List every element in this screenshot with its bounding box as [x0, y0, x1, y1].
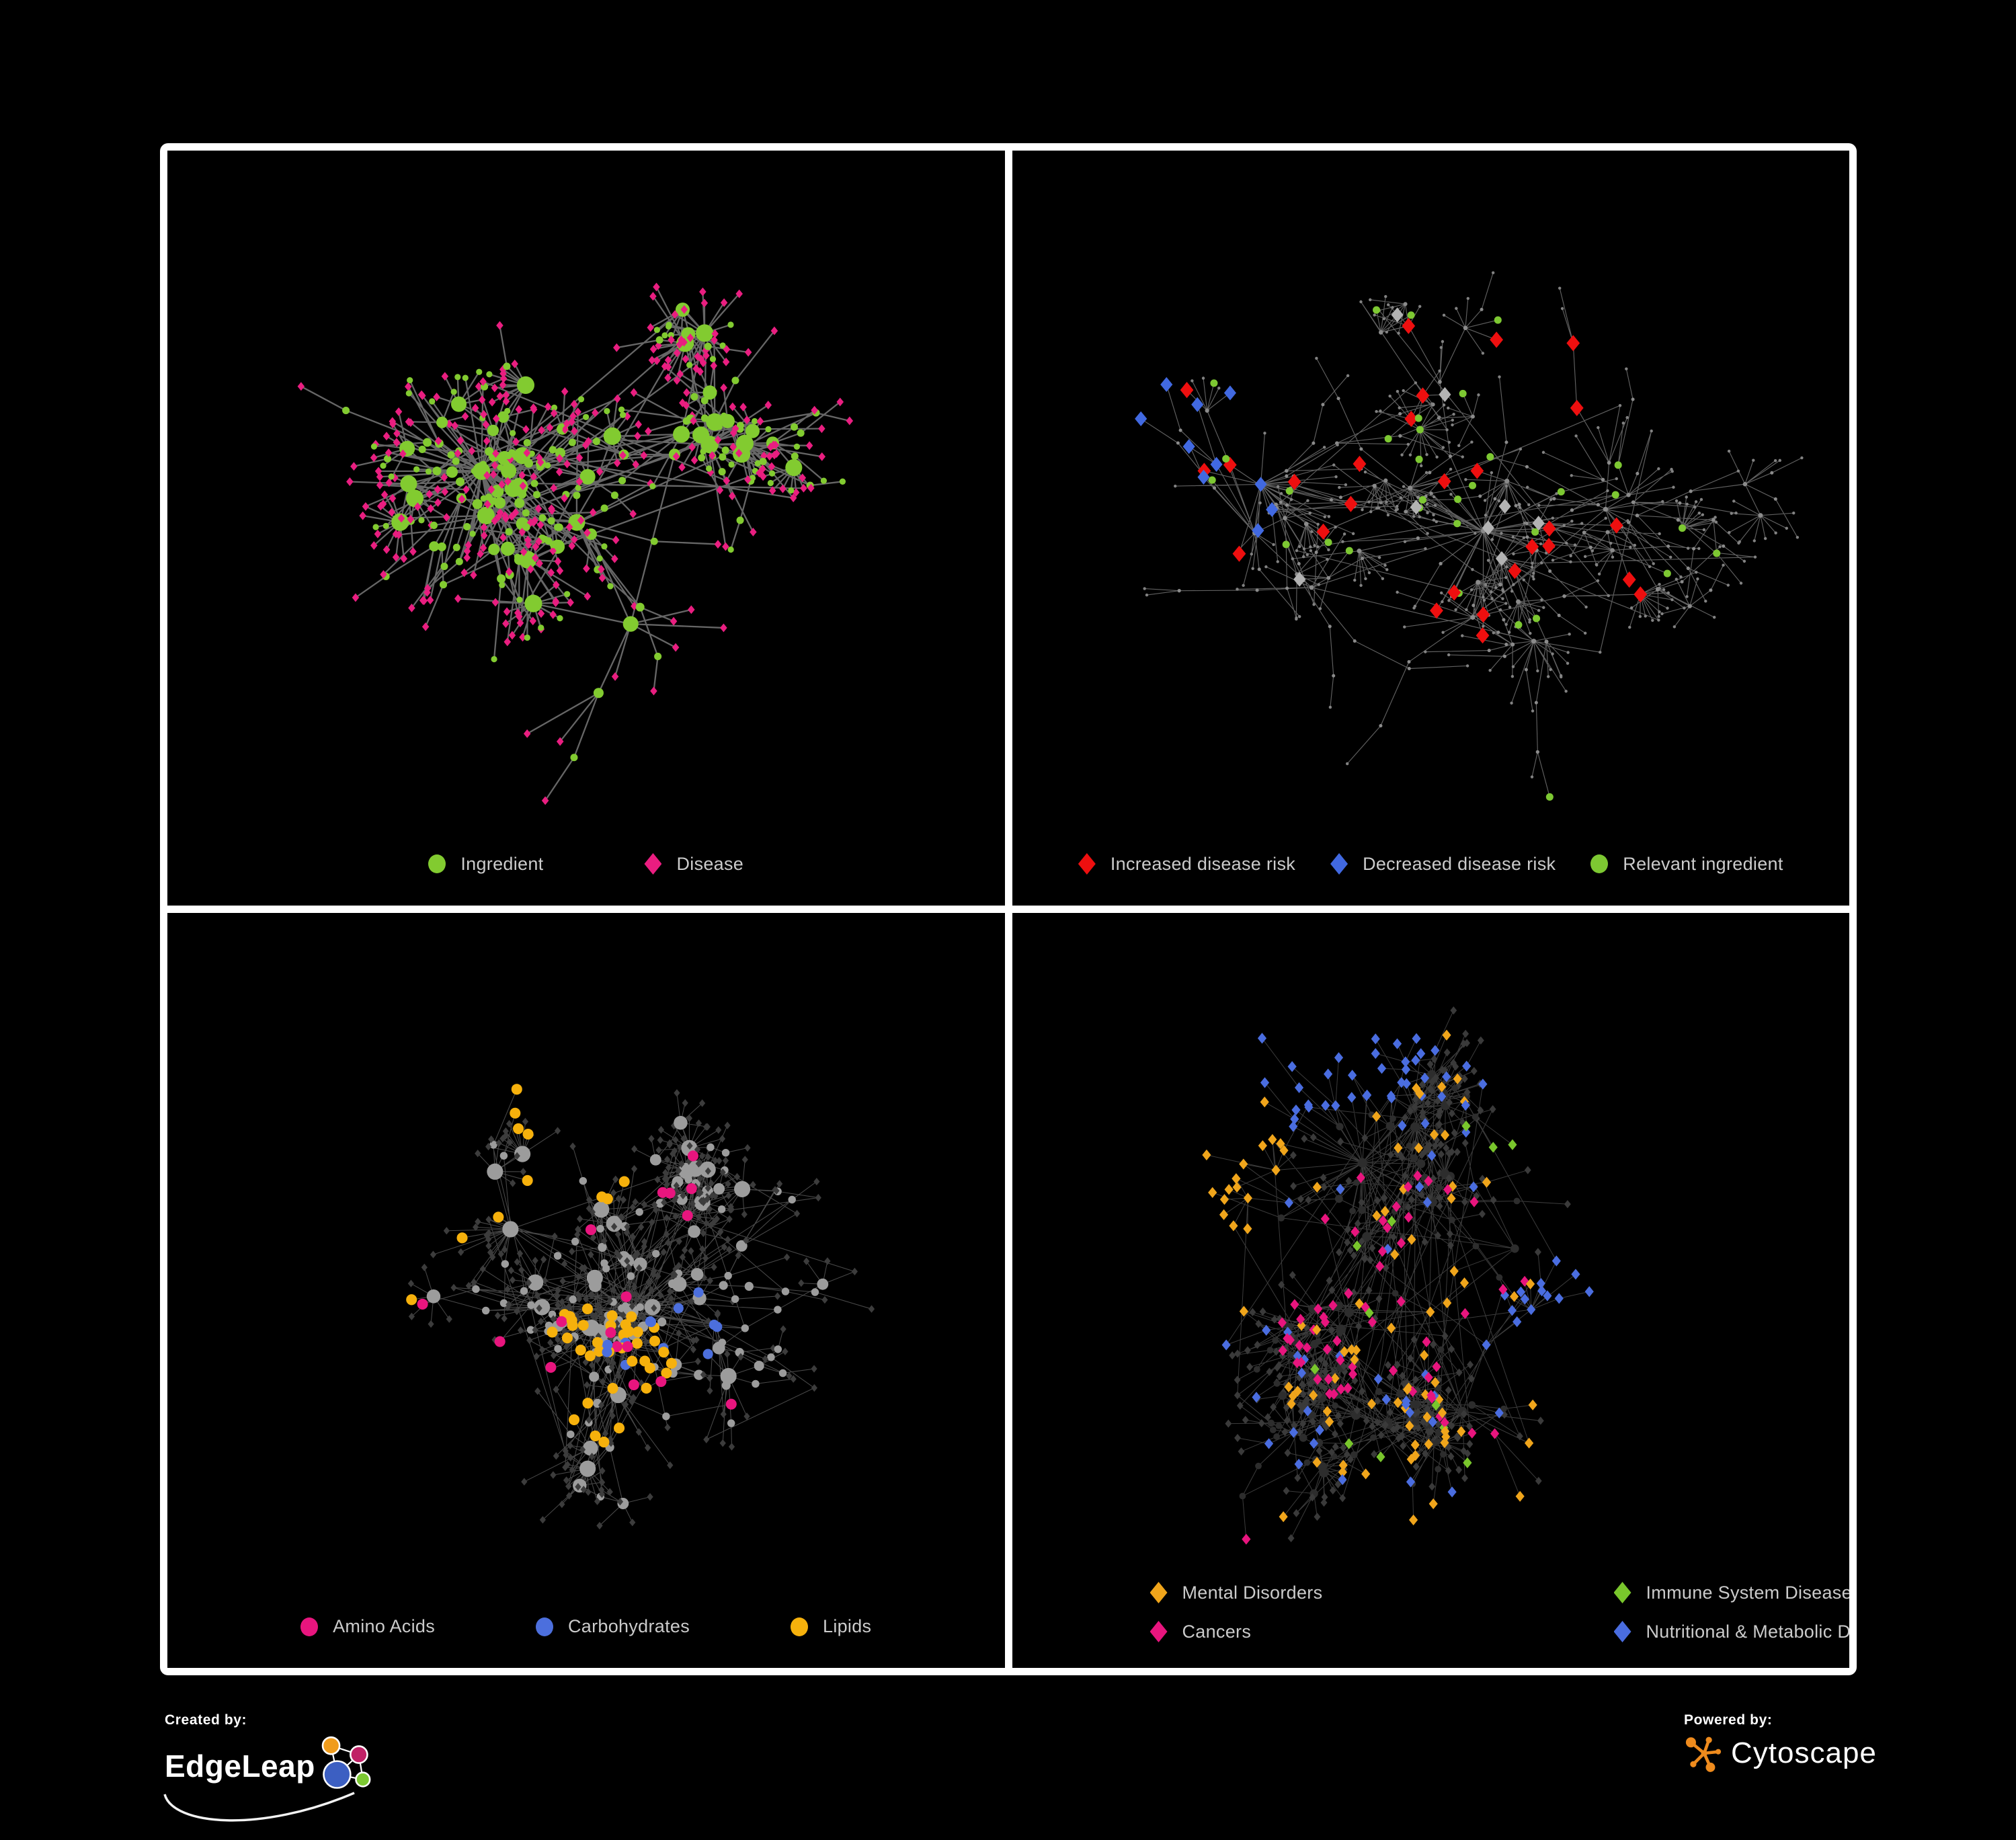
edgeleap-logo-icon [321, 1736, 371, 1789]
nutritional-metabolic-diseases-diamond-icon [1613, 1621, 1631, 1642]
network-graph-ingredient-disease [297, 282, 854, 805]
relevant-ingredient-circle-icon [1590, 854, 1609, 873]
lipids-circle-icon [791, 1617, 808, 1636]
legend-item-lipids: Lipids [791, 1616, 871, 1637]
network-graph-disease-risk [1134, 271, 1804, 801]
legend-disease-risk: Increased disease risk Decreased disease… [1012, 853, 1850, 875]
edgeleap-wordmark: EdgeLeap [165, 1749, 315, 1784]
legend-item-relevant-ingredient: Relevant ingredient [1590, 854, 1783, 875]
legend-label: Mental Disorders [1182, 1582, 1323, 1603]
legend-ingredient-disease: Ingredient Disease [167, 853, 1005, 875]
legend-label: Decreased disease risk [1363, 853, 1556, 874]
amino-acids-circle-icon [300, 1617, 319, 1636]
legend-item-immune-system-diseases: Immune System Diseases [1613, 1582, 1850, 1603]
network-graph-disease-categories [1201, 1006, 1594, 1545]
panel-ingredient-classes: Amino Acids Carbohydrates Lipids [167, 913, 1005, 1668]
created-by-label: Created by: [165, 1712, 247, 1728]
cytoscape-logo-icon [1685, 1736, 1722, 1772]
carbohydrates-circle-icon [536, 1617, 553, 1636]
powered-by-block: Powered by: Cytoscape [1684, 1712, 1877, 1773]
legend-label: Relevant ingredient [1623, 853, 1783, 874]
legend-label: Lipids [823, 1616, 872, 1636]
cytoscape-wordmark: Cytoscape [1731, 1736, 1877, 1769]
disease-diamond-icon [644, 853, 662, 875]
legend-label: Ingredient [460, 853, 544, 874]
created-by-block: Created by: EdgeLeap [163, 1712, 376, 1822]
legend-item-ingredient: Ingredient [428, 854, 543, 875]
cytoscape-brand: Cytoscape [1684, 1734, 1877, 1773]
legend-item-disease: Disease [644, 853, 743, 875]
legend-label: Disease [676, 853, 744, 874]
powered-by-label: Powered by: [1684, 1712, 1773, 1728]
legend-label: Nutritional & Metabolic Diseases [1646, 1621, 1850, 1642]
legend-item-mental-disorders: Mental Disorders [1150, 1582, 1513, 1603]
cancers-diamond-icon [1150, 1621, 1168, 1642]
panel-disease-categories: Mental Disorders Immune System Diseases … [1012, 913, 1850, 1668]
legend-item-increased-risk: Increased disease risk [1078, 853, 1295, 875]
ingredient-circle-icon [428, 854, 446, 873]
legend-label: Immune System Diseases [1646, 1582, 1850, 1603]
legend-item-cancers: Cancers [1150, 1621, 1513, 1642]
legend-item-decreased-risk: Decreased disease risk [1330, 853, 1556, 875]
four-panel-network-grid: Ingredient Disease Increased disease ris… [160, 143, 1857, 1675]
legend-ingredient-classes: Amino Acids Carbohydrates Lipids [167, 1616, 1005, 1637]
network-graph-ingredient-classes [406, 1084, 875, 1530]
legend-item-nutritional-metabolic-diseases: Nutritional & Metabolic Diseases [1613, 1621, 1850, 1642]
legend-item-carbohydrates: Carbohydrates [536, 1616, 690, 1637]
edgeleap-brand: EdgeLeap [163, 1734, 376, 1822]
increased-risk-diamond-icon [1078, 853, 1096, 875]
legend-label: Increased disease risk [1110, 853, 1296, 874]
legend-label: Cancers [1182, 1621, 1252, 1642]
immune-system-diseases-diamond-icon [1613, 1582, 1631, 1603]
legend-disease-categories: Mental Disorders Immune System Diseases … [1012, 1582, 1850, 1642]
legend-label: Carbohydrates [568, 1616, 690, 1636]
mental-disorders-diamond-icon [1150, 1582, 1168, 1603]
decreased-risk-diamond-icon [1330, 853, 1348, 875]
legend-label: Amino Acids [333, 1616, 435, 1636]
panel-disease-risk: Increased disease risk Decreased disease… [1012, 151, 1850, 906]
legend-item-amino-acids: Amino Acids [300, 1616, 435, 1637]
panel-ingredient-disease: Ingredient Disease [167, 151, 1005, 906]
